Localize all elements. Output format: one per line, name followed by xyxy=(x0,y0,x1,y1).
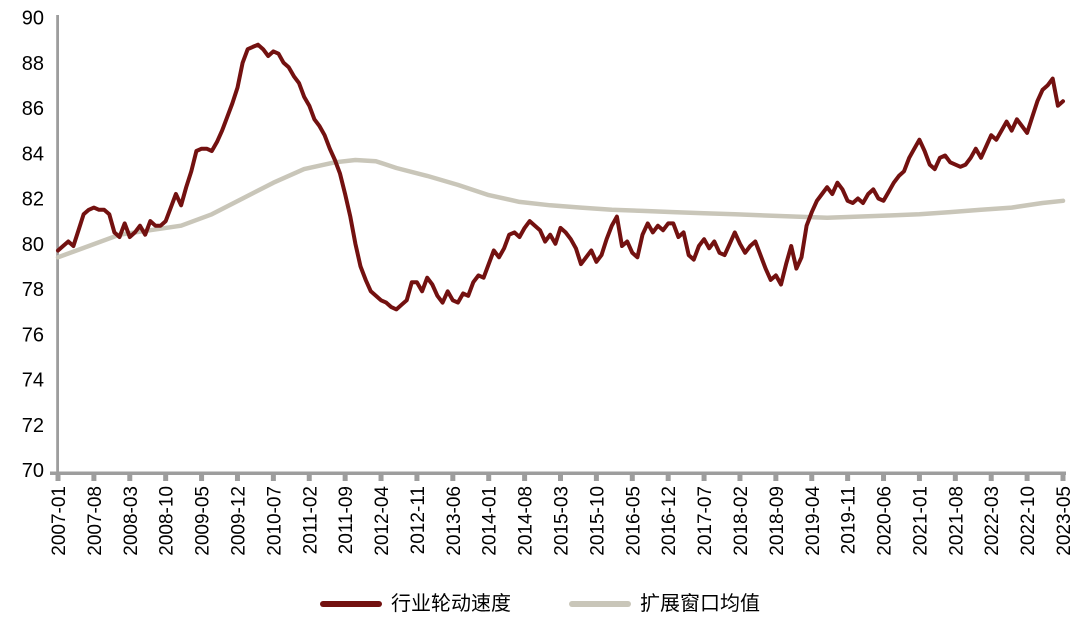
x-tick xyxy=(55,475,61,481)
x-tick-label: 2021-08 xyxy=(946,486,967,556)
x-axis-line xyxy=(50,471,1066,475)
x-tick-label: 2018-02 xyxy=(731,486,752,556)
x-tick-label: 2016-12 xyxy=(659,486,680,556)
y-tick-label: 90 xyxy=(22,8,44,30)
x-tick xyxy=(127,475,133,481)
x-tick-label: 2010-07 xyxy=(264,486,285,556)
x-tick xyxy=(378,475,384,481)
y-tick-label: 70 xyxy=(22,460,44,482)
x-tick xyxy=(701,475,707,481)
x-tick xyxy=(450,475,456,481)
x-tick xyxy=(486,475,492,481)
legend-label-expanding-mean: 扩展窗口均值 xyxy=(640,593,760,615)
x-tick xyxy=(163,475,169,481)
y-tick-label: 74 xyxy=(22,370,44,392)
x-tick xyxy=(629,475,635,481)
x-tick xyxy=(952,475,958,481)
x-tick-label: 2008-10 xyxy=(157,486,178,556)
x-tick-label: 2019-11 xyxy=(839,486,860,554)
x-tick-label: 2009-05 xyxy=(193,486,214,556)
x-tick-label: 2014-08 xyxy=(516,486,537,556)
x-tick-label: 2011-02 xyxy=(300,486,321,554)
x-tick xyxy=(522,475,528,481)
x-tick xyxy=(91,475,97,481)
x-tick xyxy=(881,475,887,481)
x-tick xyxy=(737,475,743,481)
x-tick-label: 2018-09 xyxy=(767,486,788,556)
x-tick-label: 2013-06 xyxy=(444,486,465,556)
x-tick-label: 2020-06 xyxy=(875,486,896,556)
x-tick-label: 2012-04 xyxy=(372,486,393,556)
legend-item-expanding-mean: 扩展窗口均值 xyxy=(569,594,760,614)
y-tick-label: 84 xyxy=(22,143,44,165)
x-tick-label: 2008-03 xyxy=(121,486,142,556)
legend-swatch-expanding-mean xyxy=(569,601,631,607)
x-tick-label: 2015-03 xyxy=(552,486,573,556)
x-tick xyxy=(558,475,563,481)
x-tick-label: 2015-10 xyxy=(587,486,608,556)
x-tick xyxy=(1024,475,1030,481)
x-tick-label: 2012-11 xyxy=(408,486,429,554)
x-tick-label: 2011-09 xyxy=(336,486,357,554)
x-tick xyxy=(988,475,994,481)
y-tick-label: 88 xyxy=(22,53,44,75)
x-tick-label: 2022-10 xyxy=(1018,486,1039,556)
legend-label-rotation-speed: 行业轮动速度 xyxy=(391,593,511,615)
series-line-0 xyxy=(56,42,1065,312)
x-tick-label: 2017-07 xyxy=(695,486,716,556)
x-tick xyxy=(342,475,348,481)
x-tick xyxy=(234,475,240,481)
x-tick-label: 2016-05 xyxy=(623,486,644,556)
x-tick xyxy=(773,475,779,481)
x-tick xyxy=(199,475,205,481)
legend-swatch-rotation-speed xyxy=(320,601,382,607)
x-tick-label: 2021-01 xyxy=(910,486,931,556)
y-tick-label: 78 xyxy=(22,279,44,301)
x-tick-label: 2023-05 xyxy=(1054,486,1075,556)
x-tick xyxy=(916,475,922,481)
series-line-1 xyxy=(55,157,1066,260)
x-tick-label: 2014-01 xyxy=(480,486,501,556)
x-tick xyxy=(593,475,599,481)
x-tick-label: 2009-12 xyxy=(228,486,249,556)
x-tick xyxy=(270,475,276,481)
x-tick xyxy=(1060,475,1066,481)
x-tick xyxy=(306,475,312,481)
x-tick xyxy=(414,475,420,481)
chart-legend: 行业轮动速度 扩展窗口均值 xyxy=(0,594,1080,614)
x-tick-label: 2022-03 xyxy=(982,486,1003,556)
x-tick-label: 2007-08 xyxy=(85,486,106,556)
x-tick-label: 2019-04 xyxy=(803,486,824,556)
x-tick xyxy=(845,475,851,481)
y-tick-label: 82 xyxy=(22,189,44,211)
x-tick-label: 2007-01 xyxy=(49,486,70,556)
y-tick-label: 80 xyxy=(22,234,44,256)
y-tick-label: 86 xyxy=(22,98,44,120)
x-tick xyxy=(809,475,815,481)
y-axis-line xyxy=(56,15,59,475)
x-tick xyxy=(665,475,671,481)
legend-item-rotation-speed: 行业轮动速度 xyxy=(320,594,511,614)
y-tick-label: 72 xyxy=(22,415,44,437)
y-tick-label: 76 xyxy=(22,324,44,346)
